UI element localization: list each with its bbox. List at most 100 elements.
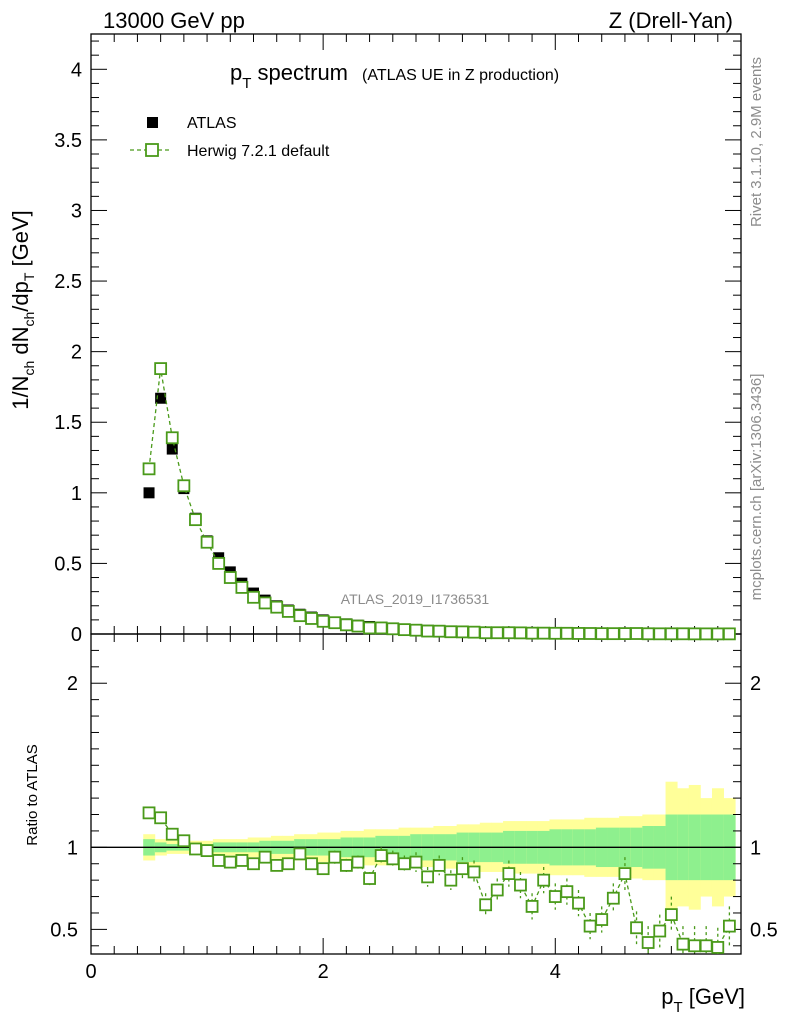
- plot-title-note: (ATLAS UE in Z production): [362, 67, 559, 84]
- herwig-point: [165, 431, 179, 445]
- herwig-point: [456, 625, 469, 639]
- ratio-point: [583, 919, 597, 933]
- herwig-point: [316, 614, 330, 628]
- ratio-point: [351, 855, 365, 869]
- herwig-point: [537, 626, 551, 640]
- data-marks: [142, 362, 736, 954]
- herwig-point: [432, 624, 446, 638]
- herwig-point: [374, 621, 388, 635]
- ratio-point: [270, 858, 284, 872]
- herwig-point: [479, 626, 493, 640]
- rivet-label-group: Rivet 3.1.10, 2.9M events: [748, 57, 765, 227]
- herwig-point: [328, 616, 342, 630]
- x-axis-label-sub: T: [673, 999, 682, 1016]
- herwig-point: [688, 627, 701, 641]
- ratio-plot-frame: [90, 633, 742, 955]
- ratio-point: [212, 854, 226, 867]
- ratio-point: [595, 913, 609, 926]
- herwig-point: [699, 627, 713, 641]
- ratio-point: [514, 878, 527, 892]
- ratio-point: [200, 844, 214, 858]
- herwig-point: [548, 626, 562, 640]
- herwig-point: [664, 627, 678, 641]
- ratio-point: [223, 855, 237, 869]
- herwig-point: [397, 623, 411, 637]
- ratio-point: [409, 855, 423, 869]
- ratio-point: [247, 857, 260, 871]
- y-tick-label: 3.5: [54, 130, 82, 152]
- ratio-point: [328, 850, 342, 864]
- ratio-point: [293, 847, 307, 861]
- ratio-point: [641, 936, 655, 949]
- herwig-point: [339, 618, 353, 632]
- x-tick-label: 2: [318, 961, 329, 983]
- legend-atlas-marker: [147, 117, 158, 128]
- ratio-point: [177, 834, 191, 848]
- herwig-point: [444, 625, 458, 639]
- y-tick-label: 1: [71, 483, 82, 505]
- y-tick-label: 2.5: [54, 271, 82, 293]
- header-left: 13000 GeV pp: [103, 8, 245, 33]
- ratio-tick-label: 1: [67, 837, 78, 859]
- atlas-point: [166, 443, 178, 455]
- herwig-point: [525, 626, 539, 640]
- x-axis-label-main: p: [661, 984, 673, 1009]
- ratio-point: [258, 850, 272, 864]
- header-right: Z (Drell-Yan): [609, 8, 733, 33]
- herwig-point: [606, 627, 620, 641]
- atlas-point: [155, 392, 167, 404]
- mcplots-label: mcplots.cern.ch [arXiv:1306.3436]: [748, 374, 765, 601]
- ratio-y-axis-label: Ratio to ATLAS: [24, 744, 41, 845]
- ratio-tick-label-right: 2: [750, 673, 761, 695]
- ratio-point: [490, 883, 504, 897]
- ratio-point: [456, 862, 469, 876]
- herwig-point: [270, 600, 284, 614]
- ratio-tick-label-right: 0.5: [750, 919, 778, 941]
- ratio-point: [699, 939, 713, 953]
- ratio-point: [154, 811, 168, 825]
- analysis-tag: ATLAS_2019_I1736531: [341, 591, 490, 607]
- herwig-point: [641, 627, 655, 641]
- herwig-point: [142, 462, 156, 476]
- ratio-tick-label-right: 1: [750, 837, 761, 859]
- ratio-point: [479, 898, 493, 912]
- atlas-point: [143, 487, 155, 499]
- plot-title-main: p: [230, 60, 242, 85]
- herwig-point: [281, 605, 295, 618]
- herwig-point: [235, 581, 249, 594]
- x-tick-label: 4: [550, 961, 561, 983]
- herwig-point: [514, 626, 527, 640]
- ratio-point: [630, 921, 643, 935]
- herwig-point: [583, 627, 597, 640]
- ratio-point: [502, 867, 516, 880]
- herwig-point: [490, 626, 504, 640]
- ratio-point: [363, 872, 376, 885]
- ratio-point: [339, 858, 353, 872]
- herwig-point: [560, 626, 574, 640]
- y-tick-label: 1.5: [54, 412, 82, 434]
- tick-labels: 0 2 4 0 0.5 1 1.5 2 2.5 3 3.5 4 0.5 0.5 1 1 2 2: [50, 59, 778, 983]
- ratio-point: [618, 867, 632, 880]
- ratio-point: [316, 862, 330, 876]
- ratio-point: [444, 873, 458, 887]
- ratio-point: [722, 919, 736, 933]
- y-tick-label: 4: [71, 59, 82, 81]
- herwig-point: [722, 627, 736, 641]
- herwig-point: [595, 627, 609, 641]
- legend-atlas-label: ATLAS: [187, 115, 237, 132]
- ratio-point: [305, 857, 318, 871]
- ratio-point: [572, 896, 585, 910]
- plot-title: pT spectrum: [230, 60, 348, 92]
- herwig-point: [189, 513, 202, 527]
- y-tick-label: 0: [71, 624, 82, 646]
- herwig-point: [630, 627, 643, 640]
- herwig-point: [386, 622, 400, 636]
- herwig-point: [177, 479, 191, 493]
- ratio-point: [537, 873, 551, 887]
- legend-herwig-marker: [145, 143, 159, 157]
- herwig-point: [467, 625, 481, 639]
- ratio-y-label-group: Ratio to ATLAS: [24, 744, 41, 845]
- herwig-point: [305, 612, 318, 625]
- herwig-point: [258, 596, 272, 610]
